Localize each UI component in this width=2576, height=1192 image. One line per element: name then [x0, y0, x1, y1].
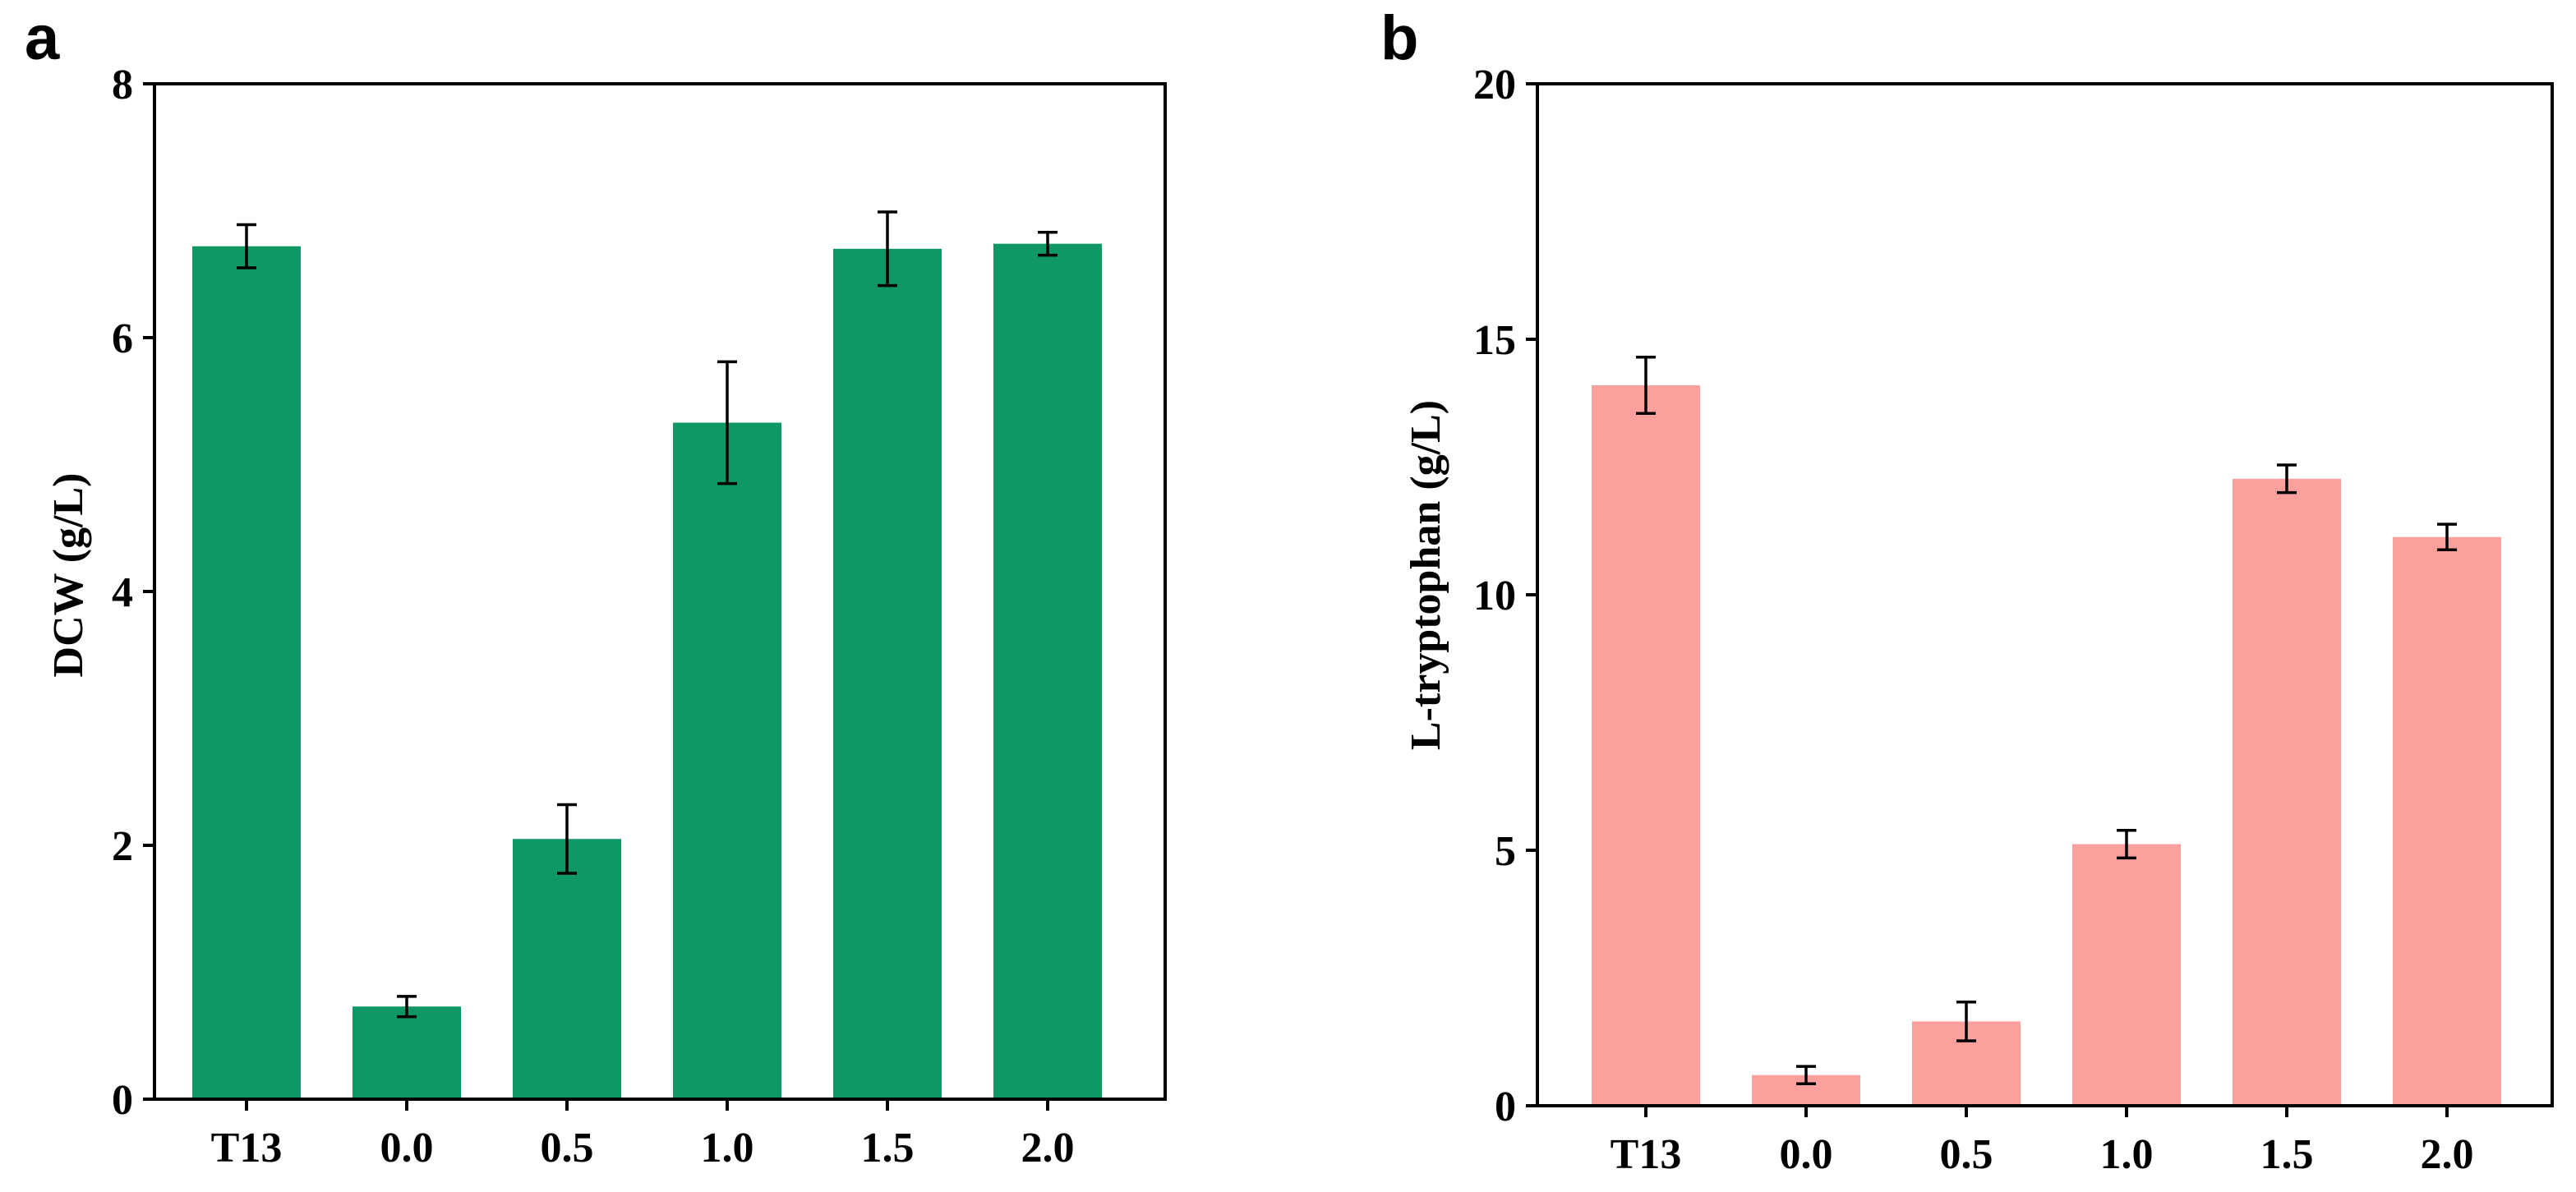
panel-b-error-bar-0.0 — [1796, 1065, 1816, 1086]
panel-b-y-axis-title: L-tryptophan (g/L) — [1403, 400, 1449, 750]
panel-b-y-ticks: 0 5 10 15 20 — [1473, 62, 1537, 1130]
panel-a-y-axis-title: DCW (g/L) — [45, 473, 92, 678]
panel-b-y-tick-label: 15 — [1473, 317, 1516, 364]
panel-a-bar-2.0 — [993, 243, 1102, 1099]
panel-a-error-bar-0.0 — [397, 995, 417, 1019]
panel-b-y-tick-label: 5 — [1495, 828, 1516, 875]
panel-a-error-bar-1.0 — [717, 360, 737, 486]
panel-b-bar-1.5 — [2233, 478, 2341, 1106]
panel-b-bar-2.0 — [2393, 536, 2501, 1106]
panel-b: b L-tryptophan (g/L) 0 5 10 15 20 T13 0.0 0.5 1… — [1380, 3, 2554, 1178]
panel-a-error-bar-2.0 — [1038, 231, 1058, 257]
panel-b-plot-frame — [1536, 82, 2554, 1107]
panel-a-x-ticks: T13 0.0 0.5 1.0 1.5 2.0 — [211, 1099, 1075, 1171]
panel-b-x-tick-label-T13: T13 — [1611, 1131, 1682, 1178]
panel-a-x-tick-label-1.5: 1.5 — [861, 1125, 915, 1171]
panel-b-error-bar-2.0 — [2437, 522, 2457, 552]
panel-b-y-tick-label: 0 — [1495, 1084, 1516, 1130]
panel-b-y-tick-label: 20 — [1473, 62, 1516, 108]
panel-a-bar-0.5 — [513, 839, 621, 1099]
panel-b-bars — [1592, 384, 2501, 1107]
panel-a-bar-1.0 — [673, 422, 781, 1099]
panel-b-x-tick-label-0.0: 0.0 — [1780, 1131, 1833, 1178]
panel-a-x-tick-label-0.0: 0.0 — [380, 1125, 434, 1171]
panel-b-y-tick-label: 10 — [1473, 573, 1516, 619]
panel-b-x-tick-label-2.0: 2.0 — [2421, 1131, 2474, 1178]
panel-a-y-tick-label: 4 — [112, 569, 133, 616]
panel-b-bar-1.0 — [2072, 844, 2181, 1106]
panel-a-error-bars — [237, 210, 1058, 1019]
panel-b-bar-T13 — [1592, 384, 1700, 1107]
panel-b-error-bar-1.5 — [2277, 463, 2297, 495]
panel-a-error-bar-0.5 — [557, 803, 577, 875]
panel-a-letter: a — [25, 3, 60, 73]
panel-b-x-tick-label-0.5: 0.5 — [1940, 1131, 1993, 1178]
panel-a-y-tick-label: 8 — [112, 62, 133, 108]
panel-a: a DCW (g/L) 0 2 4 6 8 T13 0.0 0.5 1.0 1.5 2.0 — [25, 3, 1167, 1171]
panel-b-x-ticks: T13 0.0 0.5 1.0 1.5 2.0 — [1611, 1106, 2474, 1178]
panel-a-error-bar-T13 — [237, 223, 256, 269]
panel-a-y-tick-label: 2 — [112, 823, 133, 870]
panel-a-x-tick-label-1.0: 1.0 — [701, 1125, 754, 1171]
panel-b-error-bars — [1636, 356, 2457, 1086]
panel-a-plot-frame — [153, 82, 1167, 1101]
panel-a-x-tick-label-0.5: 0.5 — [541, 1125, 594, 1171]
panel-a-bar-1.5 — [833, 248, 942, 1100]
panel-a-bar-T13 — [192, 246, 301, 1099]
panel-b-x-tick-label-1.0: 1.0 — [2100, 1131, 2154, 1178]
panel-a-x-tick-label-2.0: 2.0 — [1021, 1125, 1075, 1171]
panel-a-y-tick-label: 0 — [112, 1077, 133, 1124]
panel-a-error-bar-1.5 — [878, 210, 897, 288]
panel-b-error-bar-T13 — [1636, 356, 1656, 415]
panel-b-error-bar-1.0 — [2117, 828, 2136, 860]
panel-b-letter: b — [1380, 3, 1418, 73]
panel-a-bar-0.0 — [353, 1006, 461, 1099]
panel-a-y-tick-label: 6 — [112, 315, 133, 362]
panel-a-x-tick-label-T13: T13 — [211, 1125, 283, 1171]
panel-a-bars — [192, 243, 1102, 1100]
panel-b-x-tick-label-1.5: 1.5 — [2260, 1131, 2314, 1178]
panel-b-error-bar-0.5 — [1956, 1000, 1976, 1042]
panel-a-y-ticks: 0 2 4 6 8 — [112, 62, 154, 1124]
